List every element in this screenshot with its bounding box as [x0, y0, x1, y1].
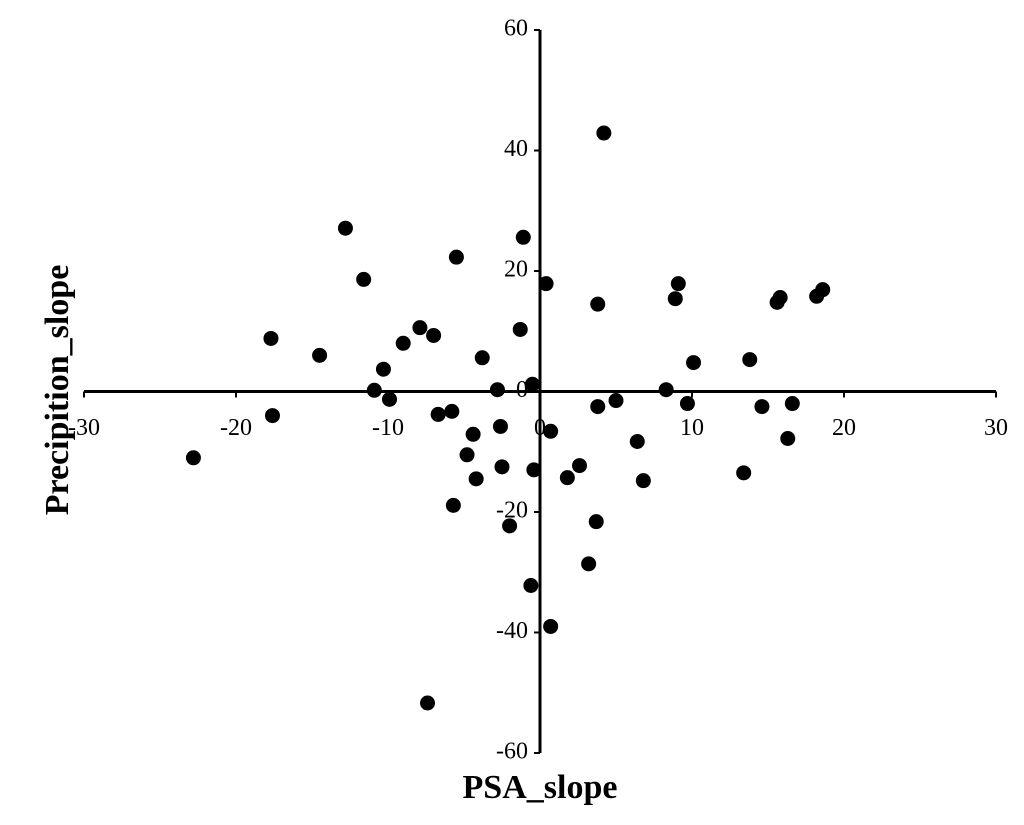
y-tick-label: 40 — [504, 136, 528, 162]
point — [769, 294, 785, 310]
point — [430, 406, 446, 422]
point — [264, 408, 280, 424]
point — [420, 695, 436, 711]
point — [572, 458, 588, 474]
point — [736, 465, 752, 481]
point — [412, 320, 428, 336]
x-tick-label: 10 — [680, 415, 704, 441]
point — [395, 335, 411, 351]
x-tick-label: 30 — [984, 415, 1008, 441]
point — [468, 471, 484, 487]
point — [366, 382, 382, 398]
point — [523, 578, 539, 594]
y-axis-title: Precipition_slope — [39, 265, 76, 516]
point — [375, 361, 391, 377]
point — [524, 376, 540, 392]
point — [445, 497, 461, 513]
point — [337, 220, 353, 236]
point — [629, 434, 645, 450]
point — [538, 276, 554, 292]
y-tick-label: 60 — [504, 16, 528, 42]
point — [686, 355, 702, 371]
point — [784, 396, 800, 412]
y-tick-label: -40 — [496, 618, 528, 644]
point — [596, 125, 612, 141]
point — [474, 350, 490, 366]
x-tick-label: -10 — [372, 415, 404, 441]
point — [494, 459, 510, 475]
x-tick-label: -20 — [220, 415, 252, 441]
point — [543, 423, 559, 439]
point — [667, 291, 683, 307]
point — [809, 288, 825, 304]
point — [312, 347, 328, 363]
point — [588, 514, 604, 530]
point — [502, 518, 518, 534]
point — [426, 327, 442, 343]
x-tick-label: 0 — [534, 415, 546, 441]
point — [492, 418, 508, 434]
point — [590, 399, 606, 415]
point — [658, 382, 674, 398]
point — [459, 447, 475, 463]
point — [543, 618, 559, 634]
point — [263, 330, 279, 346]
point — [590, 296, 606, 312]
point — [581, 556, 597, 572]
point — [382, 391, 398, 407]
point — [670, 276, 686, 292]
point — [512, 321, 528, 337]
point — [356, 271, 372, 287]
point — [185, 450, 201, 466]
y-tick-label: 20 — [504, 257, 528, 283]
point — [754, 399, 770, 415]
x-tick-label: -30 — [68, 415, 100, 441]
point — [489, 382, 505, 398]
point — [444, 403, 460, 419]
point — [515, 229, 531, 245]
x-tick-label: 20 — [832, 415, 856, 441]
point — [608, 393, 624, 409]
point — [679, 396, 695, 412]
point — [635, 473, 651, 489]
point — [448, 249, 464, 265]
point — [780, 430, 796, 446]
x-axis-title: PSA_slope — [463, 769, 618, 806]
point — [742, 352, 758, 368]
point — [465, 426, 481, 442]
point — [559, 470, 575, 486]
point — [526, 462, 542, 478]
y-tick-label: -60 — [496, 739, 528, 765]
